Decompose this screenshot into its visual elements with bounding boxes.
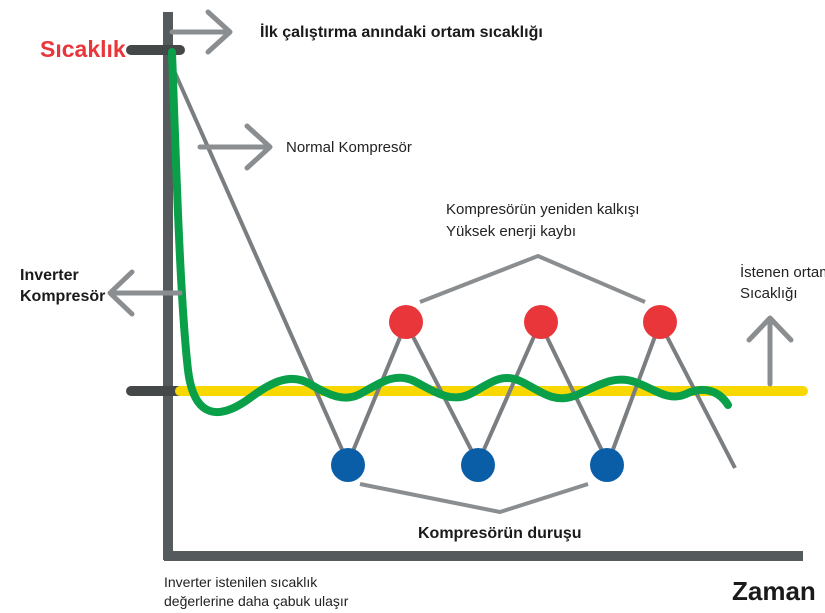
restart-dot-2: [524, 305, 558, 339]
restart-label-line2: Yüksek enerji kaybı: [446, 223, 576, 240]
restart-label-line1: Kompresörün yeniden kalkışı: [446, 201, 639, 218]
stop-dot-2: [461, 448, 495, 482]
bottom-note-line2: değerlerine daha çabuk ulaşır: [164, 593, 349, 609]
stop-bracket: [359, 482, 589, 514]
restart-dot-1: [389, 305, 423, 339]
bottom-note-line1: Inverter istenilen sıcaklık: [164, 574, 318, 590]
target-temp-arrow-icon: [746, 315, 794, 387]
stop-label: Kompresörün duruşu: [418, 525, 582, 542]
normal-compressor-line: [170, 65, 737, 469]
target-label-line1: İstenen ortam: [740, 263, 825, 281]
restart-dot-3: [643, 305, 677, 339]
inverter-compressor-arrow-icon: [107, 269, 183, 317]
restart-bracket: [419, 254, 646, 304]
y-axis-label: Sıcaklık: [40, 36, 126, 62]
stop-dot-3: [590, 448, 624, 482]
normal-compressor-label: Normal Kompresör: [286, 139, 412, 156]
stop-dot-1: [331, 448, 365, 482]
inverter-compressor-curve: [168, 48, 732, 416]
inverter-label-line2: Kompresör: [20, 288, 105, 305]
target-label-line2: Sıcaklığı: [740, 285, 798, 302]
x-axis-label: Zaman: [732, 576, 816, 606]
inverter-label-line1: Inverter: [20, 267, 79, 284]
initial-temp-label: İlk çalıştırma anındaki ortam sıcaklığı: [260, 23, 543, 41]
normal-compressor-arrow-icon: [197, 123, 273, 171]
initial-temp-arrow-icon: [169, 9, 233, 55]
